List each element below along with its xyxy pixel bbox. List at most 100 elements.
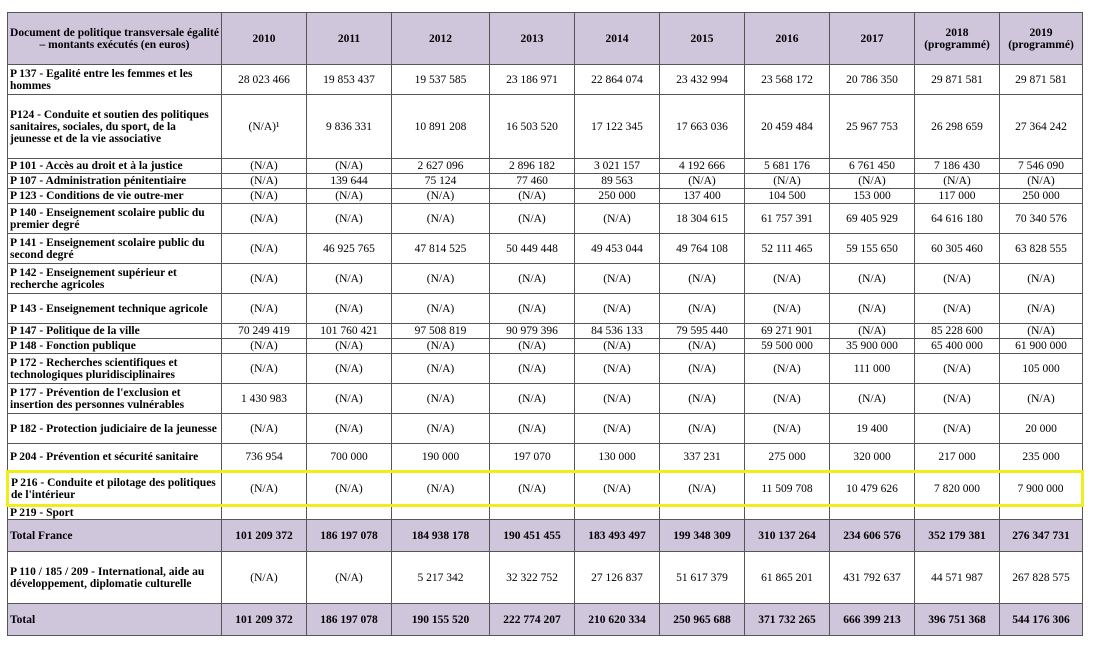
row-value: (N/A) bbox=[221, 203, 307, 234]
header-year: 2010 bbox=[221, 12, 307, 65]
row-value: (N/A) bbox=[999, 293, 1083, 324]
row-value: 97 508 819 bbox=[391, 323, 490, 339]
row-value: 29 871 581 bbox=[914, 64, 1000, 95]
row-value: (N/A) bbox=[574, 263, 660, 294]
row-value: (N/A) bbox=[744, 353, 830, 384]
row-value: 70 249 419 bbox=[221, 323, 307, 339]
row-value: 190 000 bbox=[391, 443, 490, 472]
row-value: 9 836 331 bbox=[306, 94, 392, 159]
row-label: P 216 - Conduite et pilotage des politiq… bbox=[6, 470, 222, 507]
header-year: 2019 (programmé) bbox=[999, 12, 1083, 65]
row-value: (N/A) bbox=[829, 263, 915, 294]
row-value: 22 864 074 bbox=[574, 64, 660, 95]
row-value: (N/A) bbox=[659, 338, 745, 354]
row-label: P 182 - Protection judiciaire de la jeun… bbox=[7, 413, 222, 444]
table-row: P 216 - Conduite et pilotage des politiq… bbox=[6, 470, 1084, 507]
row-value: 250 965 688 bbox=[659, 603, 745, 636]
row-value: 186 197 078 bbox=[306, 519, 392, 552]
row-value: 27 126 837 bbox=[574, 551, 660, 604]
budget-table: Document de politique transversale égali… bbox=[6, 12, 1084, 636]
row-value: 7 546 090 bbox=[999, 158, 1083, 174]
row-value: 217 000 bbox=[914, 443, 1000, 472]
row-value: (N/A) bbox=[744, 413, 830, 444]
table-row: P 182 - Protection judiciaire de la jeun… bbox=[7, 413, 1083, 444]
row-value: (N/A) bbox=[221, 173, 307, 189]
table-row: P 177 - Prévention de l'exclusion et ins… bbox=[7, 383, 1083, 414]
row-value: 23 568 172 bbox=[744, 64, 830, 95]
row-value: 320 000 bbox=[829, 443, 915, 472]
row-value: 23 186 971 bbox=[489, 64, 575, 95]
row-value: 25 967 753 bbox=[829, 94, 915, 159]
row-value bbox=[659, 505, 745, 520]
table-row: P 143 - Enseignement technique agricole(… bbox=[7, 293, 1083, 324]
row-value: 222 774 207 bbox=[489, 603, 575, 636]
row-value: 20 000 bbox=[999, 413, 1083, 444]
row-value: (N/A) bbox=[221, 293, 307, 324]
row-value: (N/A) bbox=[914, 383, 1000, 414]
row-label: P 123 - Conditions de vie outre-mer bbox=[7, 188, 222, 204]
row-value: 5 681 176 bbox=[744, 158, 830, 174]
row-value: 85 228 600 bbox=[914, 323, 1000, 339]
row-value: 736 954 bbox=[221, 443, 307, 472]
row-value: 371 732 265 bbox=[744, 603, 830, 636]
row-value: (N/A)¹ bbox=[221, 94, 307, 159]
row-value: 183 493 497 bbox=[574, 519, 660, 552]
row-value: 20 786 350 bbox=[829, 64, 915, 95]
row-value: (N/A) bbox=[999, 323, 1083, 339]
row-value: 46 925 765 bbox=[306, 233, 392, 264]
row-value: (N/A) bbox=[306, 263, 392, 294]
row-value: 79 595 440 bbox=[659, 323, 745, 339]
row-value: (N/A) bbox=[306, 188, 392, 204]
row-value: 89 563 bbox=[574, 173, 660, 189]
row-value bbox=[829, 505, 915, 520]
row-value: 101 209 372 bbox=[221, 603, 307, 636]
row-value: (N/A) bbox=[221, 353, 307, 384]
row-value: 1 430 983 bbox=[221, 383, 307, 414]
table-header-row: Document de politique transversale égali… bbox=[7, 12, 1083, 65]
row-value: 19 400 bbox=[829, 413, 915, 444]
row-value: 197 070 bbox=[489, 443, 575, 472]
row-value: 77 460 bbox=[489, 173, 575, 189]
row-value: 10 479 626 bbox=[829, 470, 915, 507]
row-value: (N/A) bbox=[221, 338, 307, 354]
row-value: 2 627 096 bbox=[391, 158, 490, 174]
row-value: 7 900 000 bbox=[999, 470, 1084, 507]
row-value: 184 938 178 bbox=[391, 519, 490, 552]
row-label: Total France bbox=[7, 519, 222, 552]
row-value: 5 217 342 bbox=[391, 551, 490, 604]
row-value: (N/A) bbox=[659, 383, 745, 414]
row-label: P 141 - Enseignement scolaire public du … bbox=[7, 233, 222, 264]
row-value: 35 900 000 bbox=[829, 338, 915, 354]
table-row: P 141 - Enseignement scolaire public du … bbox=[7, 233, 1083, 264]
row-value: (N/A) bbox=[574, 470, 660, 507]
row-value: (N/A) bbox=[574, 413, 660, 444]
row-value: 396 751 368 bbox=[914, 603, 1000, 636]
row-value: 59 155 650 bbox=[829, 233, 915, 264]
row-value: (N/A) bbox=[221, 188, 307, 204]
row-value: (N/A) bbox=[914, 413, 1000, 444]
row-value: (N/A) bbox=[914, 293, 1000, 324]
row-value: (N/A) bbox=[391, 470, 490, 507]
row-value: 63 828 555 bbox=[999, 233, 1083, 264]
row-value: (N/A) bbox=[489, 263, 575, 294]
row-value: 70 340 576 bbox=[999, 203, 1083, 234]
row-value: (N/A) bbox=[744, 293, 830, 324]
row-value: 2 896 182 bbox=[489, 158, 575, 174]
table-row: P 148 - Fonction publique (N/A) (N/A) (N/A)… bbox=[7, 338, 1083, 354]
row-value: 6 761 450 bbox=[829, 158, 915, 174]
row-value: (N/A) bbox=[489, 353, 575, 384]
row-value: (N/A) bbox=[391, 188, 490, 204]
row-value: (N/A) bbox=[574, 293, 660, 324]
row-value: (N/A) bbox=[659, 263, 745, 294]
row-value: (N/A) bbox=[914, 353, 1000, 384]
row-value: (N/A) bbox=[391, 383, 490, 414]
row-value: (N/A) bbox=[221, 158, 307, 174]
table-row: P 123 - Conditions de vie outre-mer (N/A)… bbox=[7, 188, 1083, 204]
row-label: P 177 - Prévention de l'exclusion et ins… bbox=[7, 383, 222, 414]
row-label: P 107 - Administration pénitentiaire bbox=[7, 173, 222, 189]
header-year: 2012 bbox=[391, 12, 490, 65]
total-row: Total 101 209 372 186 197 078 190 155 520 22… bbox=[7, 603, 1083, 636]
row-value: 17 663 036 bbox=[659, 94, 745, 159]
row-value: 234 606 576 bbox=[829, 519, 915, 552]
row-value: (N/A) bbox=[659, 470, 745, 507]
